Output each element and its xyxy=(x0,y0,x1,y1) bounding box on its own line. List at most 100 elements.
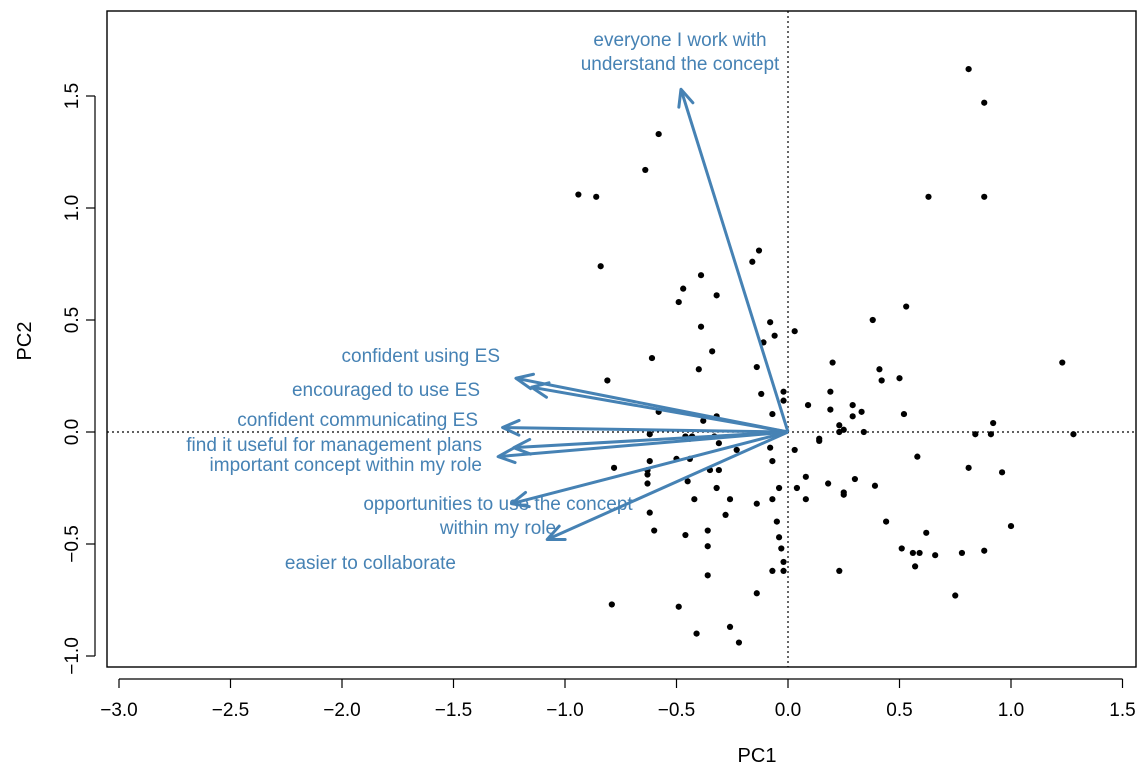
score-point xyxy=(869,316,876,324)
score-point xyxy=(802,473,809,480)
score-point xyxy=(575,191,582,198)
loading-arrows: everyone I work with understand the conce… xyxy=(186,30,790,574)
score-point xyxy=(836,567,843,574)
loading-arrow-label: easier to collaborate xyxy=(285,553,456,574)
score-point xyxy=(715,466,722,474)
score-point xyxy=(827,388,834,395)
loading-arrow-label: find it useful for management plans xyxy=(186,435,482,456)
score-point xyxy=(646,431,653,438)
score-point xyxy=(700,417,707,424)
score-point xyxy=(769,567,776,574)
score-point xyxy=(898,545,905,552)
score-point xyxy=(965,66,972,73)
loading-arrow-head xyxy=(677,87,695,109)
score-point xyxy=(791,328,798,335)
reference-lines xyxy=(107,11,1136,667)
score-point xyxy=(876,366,883,373)
score-point xyxy=(597,263,604,270)
x-axis-label: PC1 xyxy=(738,745,777,767)
score-point xyxy=(990,419,997,427)
loading-arrow-head xyxy=(545,524,567,542)
score-point xyxy=(767,319,774,326)
score-point xyxy=(923,529,930,536)
y-axis-label: PC2 xyxy=(14,322,36,361)
score-point xyxy=(981,99,988,106)
score-point xyxy=(610,464,618,471)
score-point xyxy=(840,491,847,498)
score-point xyxy=(608,601,615,608)
score-point xyxy=(755,247,763,254)
score-point xyxy=(883,518,890,525)
score-point xyxy=(644,471,651,478)
score-point xyxy=(655,130,662,138)
loading-arrow-shaft xyxy=(502,426,789,434)
score-point xyxy=(916,549,923,557)
loading-arrow-label: confident using ES xyxy=(342,346,500,367)
loading-arrow-head xyxy=(509,490,531,509)
score-point xyxy=(972,431,979,438)
score-point xyxy=(932,552,939,559)
score-point xyxy=(675,603,682,610)
score-point xyxy=(722,511,729,518)
score-point xyxy=(753,590,760,597)
score-point xyxy=(680,285,687,292)
score-point xyxy=(704,572,711,579)
loading-arrow-head xyxy=(514,372,535,391)
loading-arrow-head xyxy=(530,381,551,399)
score-point xyxy=(682,531,689,539)
loading-arrow-shaft xyxy=(497,430,789,459)
loading-arrow-shaft xyxy=(679,88,790,433)
score-point xyxy=(1007,522,1015,530)
score-point xyxy=(981,193,988,200)
score-point xyxy=(912,563,919,570)
score-point xyxy=(778,545,785,552)
x-tick-label: 1.5 xyxy=(1109,700,1135,721)
x-tick-label: 1.0 xyxy=(998,700,1024,721)
loading-arrow-label: confident communicating ES xyxy=(237,410,478,431)
score-point xyxy=(860,428,867,436)
score-point xyxy=(851,475,859,483)
score-point xyxy=(998,469,1006,476)
y-tick-label: 0.5 xyxy=(62,307,83,333)
score-point xyxy=(965,464,972,471)
score-point xyxy=(871,482,879,489)
score-point xyxy=(735,639,743,646)
score-point xyxy=(775,484,783,492)
score-point xyxy=(697,323,705,330)
loading-arrow-head xyxy=(496,446,517,465)
score-point xyxy=(753,500,760,507)
score-point xyxy=(1070,431,1077,438)
y-tick-label: −1.0 xyxy=(62,637,83,675)
y-tick-label: −0.5 xyxy=(62,525,83,563)
score-point xyxy=(704,543,711,550)
score-point xyxy=(769,496,776,503)
score-point xyxy=(987,431,995,438)
loading-arrow-label: important concept within my role xyxy=(210,455,482,476)
x-tick-label: 0.0 xyxy=(775,700,801,721)
score-point xyxy=(693,630,700,637)
score-point xyxy=(675,298,682,306)
score-point xyxy=(709,348,716,355)
score-point xyxy=(896,375,903,382)
score-point xyxy=(726,496,734,503)
score-point xyxy=(836,422,843,429)
x-tick-label: −2.0 xyxy=(323,700,361,721)
score-point xyxy=(713,484,720,492)
y-tick-label: 1.5 xyxy=(62,83,83,109)
score-point xyxy=(804,402,812,409)
y-tick-label: 0.0 xyxy=(62,419,83,445)
score-point xyxy=(1059,359,1066,366)
score-point xyxy=(691,496,698,503)
score-points xyxy=(575,66,1077,646)
score-point xyxy=(704,527,711,534)
score-point xyxy=(697,272,705,279)
score-point xyxy=(648,354,656,362)
x-tick-label: −1.0 xyxy=(546,700,584,721)
score-point xyxy=(981,547,988,554)
score-point xyxy=(802,496,809,503)
score-point xyxy=(753,363,760,371)
score-point xyxy=(914,453,921,460)
score-point xyxy=(925,193,932,200)
score-point xyxy=(909,549,916,557)
score-point xyxy=(827,406,834,413)
